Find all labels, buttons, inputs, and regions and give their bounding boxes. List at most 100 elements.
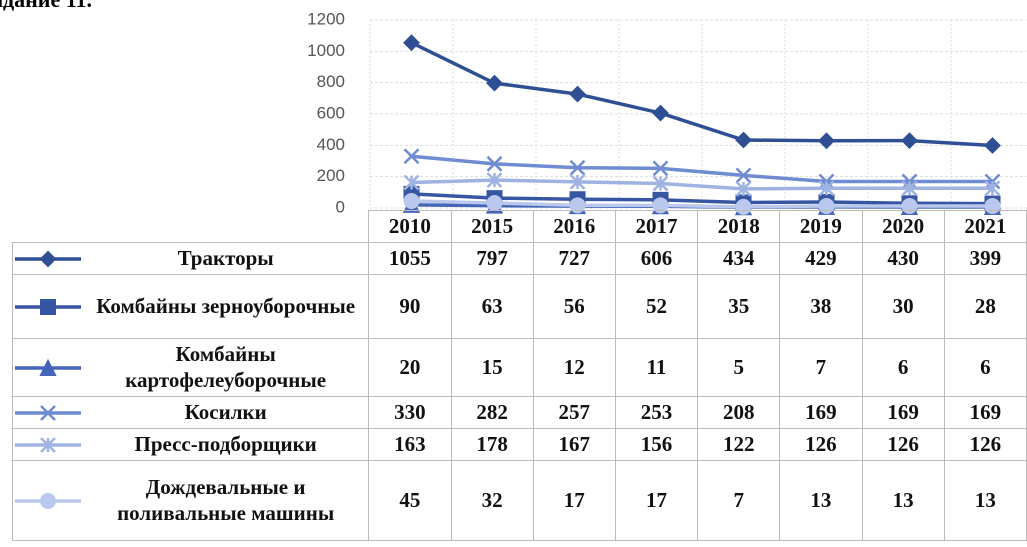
value-cell: 5 — [697, 338, 781, 397]
marker — [40, 404, 56, 421]
legend-symbol — [15, 436, 81, 453]
legend-cell: Косилки — [11, 396, 370, 429]
value-cell: 169 — [861, 396, 945, 429]
data-row: Косилки 330 282 257 253 208 169 169 169 — [11, 396, 1027, 429]
legend-label: Дождевальные и поливальные машины — [117, 475, 335, 525]
value-cell: 28 — [943, 274, 1027, 339]
x-tick-label: 2018 — [697, 210, 781, 243]
legend-label: Комбайны картофелеуборочные — [125, 342, 327, 392]
value-cell: 13 — [779, 460, 863, 541]
marker — [901, 132, 918, 150]
legend-symbol — [15, 404, 81, 421]
marker — [40, 436, 56, 453]
legend-label: Косилки — [184, 399, 267, 424]
y-tick-label: 200 — [317, 166, 345, 185]
value-cell: 6 — [943, 338, 1027, 397]
value-cell: 12 — [532, 338, 616, 397]
data-row: Комбайны картофелеуборочные 20 15 12 11 5 7 6 6 — [11, 338, 1027, 397]
legend-entry: Тракторы — [13, 246, 368, 271]
marker — [652, 175, 669, 192]
value-cell: 56 — [532, 274, 616, 339]
y-tick-label: 400 — [317, 135, 345, 154]
y-tick-label: 600 — [317, 103, 345, 122]
value-cell: 208 — [697, 396, 781, 429]
legend-entry: Косилки — [13, 400, 368, 425]
marker — [403, 34, 420, 52]
value-cell: 330 — [368, 396, 452, 429]
value-cell: 434 — [697, 242, 781, 275]
legend-label: Комбайны зерноуборочные — [96, 293, 356, 318]
data-row: Комбайны зерноуборочные 90 63 56 52 35 38 30 28 — [11, 274, 1027, 339]
value-cell: 30 — [861, 274, 945, 339]
x-tick-label: 2010 — [368, 210, 452, 243]
marker — [984, 180, 1001, 197]
value-cell: 253 — [614, 396, 699, 429]
x-tick-label: 2019 — [779, 210, 863, 243]
marker — [40, 298, 56, 315]
marker — [652, 160, 669, 177]
value-cell: 163 — [368, 428, 452, 461]
value-cell: 13 — [943, 460, 1027, 541]
legend-entry: Дождевальные и поливальные машины — [13, 475, 368, 525]
value-cell: 430 — [861, 242, 945, 275]
legend-cell: Пресс-подборщики — [11, 428, 370, 461]
legend-cell: Комбайны картофелеуборочные — [11, 338, 370, 397]
value-cell: 52 — [614, 274, 699, 339]
legend-cell: Дождевальные и поливальные машины — [11, 460, 370, 541]
data-table: 2010 2015 2016 2017 2018 2019 2020 2021 Тракторы… — [11, 210, 1027, 541]
legend-entry: Пресс-подборщики — [13, 432, 368, 457]
value-cell: 122 — [697, 428, 781, 461]
legend-symbol — [15, 250, 81, 267]
corner-cell — [12, 210, 370, 243]
value-cell: 797 — [450, 242, 534, 275]
marker — [403, 192, 420, 209]
data-row: Дождевальные и поливальные машины 45 32 17 1… — [11, 460, 1027, 541]
marker — [486, 74, 503, 92]
legend-symbol — [15, 492, 81, 509]
value-cell: 126 — [943, 428, 1027, 461]
y-tick-label: 1200 — [307, 9, 345, 28]
marker — [486, 155, 503, 172]
value-cell: 32 — [450, 460, 534, 541]
marker — [569, 159, 586, 176]
data-row: Тракторы 1055 797 727 606 434 429 430 399 — [11, 242, 1027, 275]
value-cell: 399 — [943, 242, 1027, 275]
y-tick-label: 1000 — [307, 41, 345, 60]
x-tick-label: 2016 — [532, 210, 616, 243]
legend-entry: Комбайны зерноуборочные — [13, 294, 368, 319]
x-tick-label: 2021 — [943, 210, 1027, 243]
value-cell: 169 — [779, 396, 863, 429]
series-line — [410, 41, 993, 148]
value-cell: 1055 — [368, 242, 452, 275]
marker — [735, 167, 752, 184]
legend-cell: Комбайны зерноуборочные — [11, 274, 370, 339]
value-cell: 15 — [450, 338, 534, 397]
legend-label: Тракторы — [177, 245, 274, 270]
marker — [652, 104, 669, 122]
marker — [818, 132, 835, 150]
series-line — [411, 199, 993, 209]
y-tick-label: 800 — [317, 72, 345, 91]
marker — [569, 173, 586, 190]
value-cell: 35 — [697, 274, 781, 339]
value-cell: 282 — [450, 396, 534, 429]
value-cell: 38 — [779, 274, 863, 339]
value-cell: 45 — [368, 460, 452, 541]
x-tick-label: 2017 — [614, 210, 699, 243]
legend-symbol — [15, 358, 81, 376]
series-line — [411, 192, 993, 206]
data-row: Пресс-подборщики 163 178 167 156 122 126 126 126 — [11, 428, 1027, 461]
marker — [901, 180, 918, 197]
marker — [403, 174, 420, 191]
marker — [984, 137, 1001, 154]
value-cell: 169 — [943, 396, 1027, 429]
value-cell: 126 — [861, 428, 945, 461]
heading: адание 11. — [0, 0, 92, 12]
marker — [486, 194, 503, 211]
value-cell: 156 — [614, 428, 699, 461]
legend-cell: Тракторы — [11, 242, 370, 275]
marker — [486, 172, 503, 188]
value-cell: 63 — [450, 274, 534, 339]
value-cell: 17 — [532, 460, 616, 541]
